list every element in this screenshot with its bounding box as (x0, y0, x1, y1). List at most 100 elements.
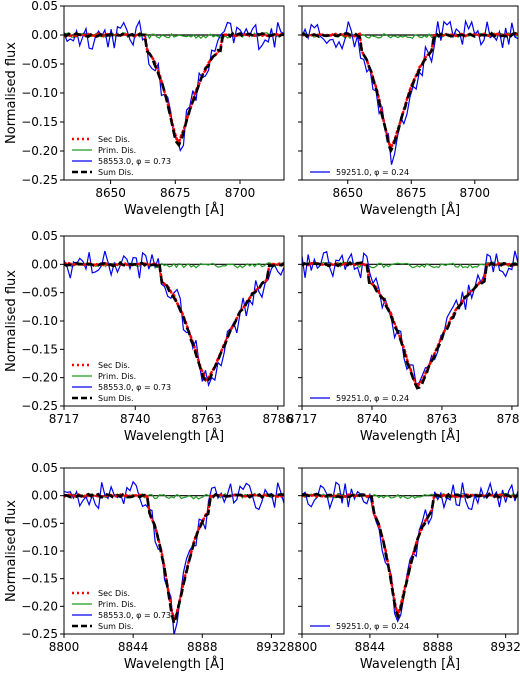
x-tick-label: 8763 (427, 412, 458, 426)
y-tick-label: 0.00 (31, 257, 58, 271)
series-sec-dis (302, 493, 518, 620)
x-tick-label: 8717 (287, 412, 318, 426)
y-axis-label: Normalised flux (4, 42, 19, 144)
legend: Sec Dis. Prim. Dis. 58553.0, φ = 0.73 Sum D… (72, 361, 171, 403)
legend: 59251.0, φ = 0.24 (310, 394, 409, 403)
series-sum-dis (64, 492, 284, 629)
series-sum-dis (302, 31, 518, 154)
x-axis-label: Wavelength [Å] (124, 656, 224, 672)
y-tick-label: −0.25 (21, 399, 58, 413)
x-tick-label: 8700 (225, 186, 256, 200)
x-axis-label: Wavelength [Å] (360, 656, 460, 672)
series-observed (64, 250, 284, 388)
legend-label: Sum Dis. (98, 394, 134, 403)
x-tick-label: 8700 (460, 186, 491, 200)
legend-label: Sec Dis. (98, 361, 130, 370)
legend-label: Prim. Dis. (98, 372, 136, 381)
legend: Sec Dis. Prim. Dis. 58553.0, φ = 0.73 Sum D… (72, 589, 171, 631)
y-tick-label: −0.10 (21, 544, 58, 558)
y-tick-label: 0.00 (31, 489, 58, 503)
x-axis-label: Wavelength [Å] (124, 202, 224, 218)
y-tick-label: −0.20 (21, 144, 58, 158)
series-sum-dis (302, 260, 518, 390)
x-tick-label: 8786 (497, 412, 520, 426)
legend-label: 58553.0, φ = 0.73 (98, 157, 171, 166)
x-tick-label: 8717 (49, 412, 80, 426)
legend-label: Sum Dis. (98, 622, 134, 631)
legend-label: 59251.0, φ = 0.24 (336, 168, 409, 177)
y-tick-label: 0.05 (31, 461, 58, 475)
series-observed (302, 18, 518, 165)
legend: 59251.0, φ = 0.24 (310, 168, 409, 177)
y-tick-label: 0.05 (31, 0, 58, 13)
x-tick-label: 8675 (160, 186, 191, 200)
x-tick-label: 8844 (118, 640, 149, 654)
panel-middle-left: 8717 8740 8763 8786 Wavelength [Å] 0.05 0.00 −0… (4, 229, 293, 444)
x-tick-label: 8740 (120, 412, 151, 426)
axes-frame (63, 235, 285, 407)
y-tick-label: −0.15 (21, 572, 58, 586)
legend-label: 59251.0, φ = 0.24 (336, 394, 409, 403)
y-axis-label: Normalised flux (4, 500, 19, 602)
legend-label: Prim. Dis. (98, 146, 136, 155)
y-tick-label: −0.05 (21, 286, 58, 300)
x-tick-label: 8888 (187, 640, 218, 654)
legend-label: Sum Dis. (98, 168, 134, 177)
legend-label: 59251.0, φ = 0.24 (336, 622, 409, 631)
y-axis-label: Normalised flux (4, 270, 19, 372)
y-tick-label: −0.05 (21, 57, 58, 71)
plot-area (302, 481, 518, 623)
x-tick-label: 8740 (357, 412, 388, 426)
x-tick-label: 8932 (256, 640, 287, 654)
series-sec-dis (302, 261, 518, 390)
y-tick-label: −0.25 (21, 173, 58, 187)
x-tick-label: 8763 (191, 412, 222, 426)
panel-bottom-right: 8800 8844 8888 8932 Wavelength [Å] 59251.0, φ… (287, 467, 520, 672)
x-tick-label: 8888 (422, 640, 453, 654)
y-tick-label: −0.20 (21, 599, 58, 613)
legend-label: 58553.0, φ = 0.73 (98, 611, 171, 620)
x-axis-label: Wavelength [Å] (360, 428, 460, 444)
legend: 59251.0, φ = 0.24 (310, 622, 409, 631)
legend: Sec Dis. Prim. Dis. 58553.0, φ = 0.73 Sum D… (72, 135, 171, 177)
x-tick-label: 8650 (332, 186, 363, 200)
series-sec-dis (64, 493, 284, 624)
y-tick-label: −0.10 (21, 314, 58, 328)
y-tick-label: −0.15 (21, 342, 58, 356)
y-tick-label: −0.25 (21, 627, 58, 641)
x-tick-label: 8932 (490, 640, 520, 654)
y-tick-label: −0.05 (21, 516, 58, 530)
panel-bottom-left: 8800 8844 8888 8932 Wavelength [Å] 0.05 0.00 −0… (4, 461, 287, 672)
plot-area (64, 250, 284, 388)
x-tick-label: 8786 (263, 412, 294, 426)
x-tick-label: 8844 (355, 640, 386, 654)
y-tick-label: −0.15 (21, 115, 58, 129)
y-tick-label: −0.20 (21, 371, 58, 385)
plot-area (64, 480, 284, 634)
series-sec-dis (64, 32, 284, 146)
series-sec-dis (64, 261, 284, 383)
y-tick-label: −0.10 (21, 86, 58, 100)
series-sum-dis (64, 259, 284, 384)
series-prim-dis (64, 261, 284, 269)
legend-label: Prim. Dis. (98, 600, 136, 609)
plot-area (64, 19, 284, 153)
series-prim-dis (302, 261, 518, 269)
series-observed (302, 481, 518, 623)
y-tick-label: 0.00 (31, 28, 58, 42)
panel-middle-right: 8717 8740 8763 8786 Wavelength [Å] 59251.0, φ… (287, 235, 520, 444)
plot-area (302, 18, 518, 165)
series-sum-dis (302, 492, 518, 621)
x-axis-label: Wavelength [Å] (124, 428, 224, 444)
series-sum-dis (64, 31, 284, 148)
legend-label: Sec Dis. (98, 589, 130, 598)
y-tick-label: 0.05 (31, 229, 58, 243)
x-tick-label: 8650 (95, 186, 126, 200)
x-tick-label: 8800 (49, 640, 80, 654)
plot-area (302, 250, 518, 390)
series-observed (64, 480, 284, 634)
x-tick-label: 8800 (287, 640, 318, 654)
